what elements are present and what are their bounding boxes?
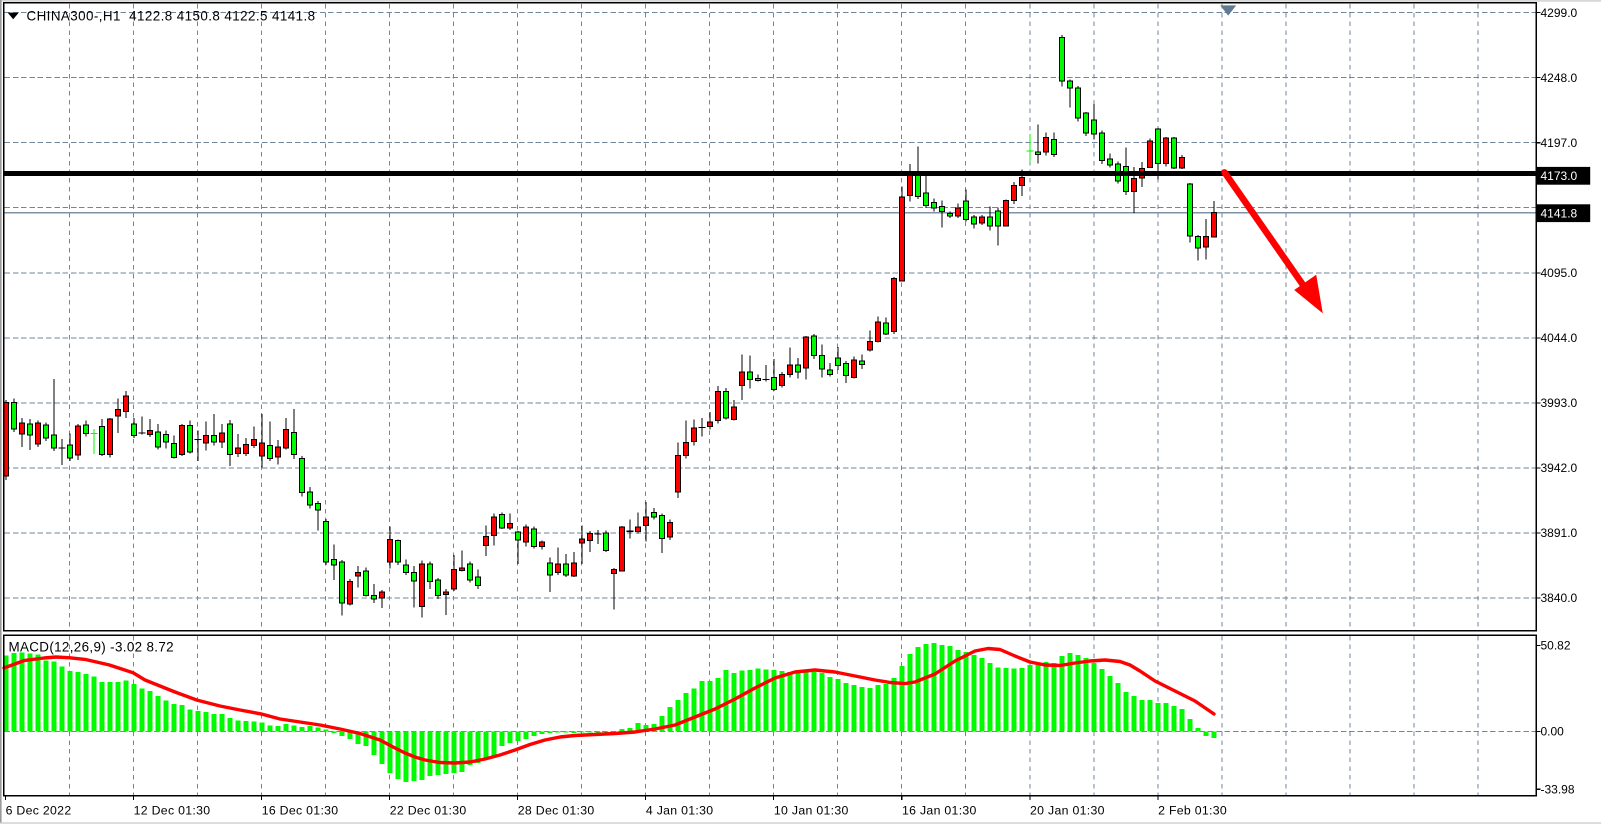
svg-text:3840.0: 3840.0 xyxy=(1541,591,1578,605)
svg-text:4197.0: 4197.0 xyxy=(1541,136,1578,150)
svg-text:3891.0: 3891.0 xyxy=(1541,526,1578,540)
svg-text:3993.0: 3993.0 xyxy=(1541,396,1578,410)
svg-text:16 Dec 01:30: 16 Dec 01:30 xyxy=(262,804,339,818)
svg-text:10 Jan 01:30: 10 Jan 01:30 xyxy=(774,804,849,818)
svg-text:2 Feb 01:30: 2 Feb 01:30 xyxy=(1158,804,1227,818)
svg-text:12 Dec 01:30: 12 Dec 01:30 xyxy=(134,804,211,818)
svg-text:22 Dec 01:30: 22 Dec 01:30 xyxy=(390,804,467,818)
svg-text:MACD(12,26,9) -3.02 8.72: MACD(12,26,9) -3.02 8.72 xyxy=(9,640,174,655)
svg-text:4173.0: 4173.0 xyxy=(1541,169,1578,183)
svg-text:28 Dec 01:30: 28 Dec 01:30 xyxy=(518,804,595,818)
svg-text:20 Jan 01:30: 20 Jan 01:30 xyxy=(1030,804,1105,818)
svg-text:CHINA300-,H1 4122.8 4150.8 41: CHINA300-,H1 4122.8 4150.8 4122.5 4141.8 xyxy=(27,9,316,24)
svg-text:6 Dec 2022: 6 Dec 2022 xyxy=(6,804,72,818)
svg-text:50.82: 50.82 xyxy=(1541,639,1571,653)
svg-text:0.00: 0.00 xyxy=(1541,725,1565,739)
svg-text:4248.0: 4248.0 xyxy=(1541,71,1578,85)
svg-text:16 Jan 01:30: 16 Jan 01:30 xyxy=(902,804,977,818)
svg-text:-33.98: -33.98 xyxy=(1541,782,1575,796)
svg-text:3942.0: 3942.0 xyxy=(1541,461,1578,475)
svg-text:4 Jan 01:30: 4 Jan 01:30 xyxy=(646,804,714,818)
svg-text:4299.0: 4299.0 xyxy=(1541,6,1578,20)
svg-text:4044.0: 4044.0 xyxy=(1541,331,1578,345)
svg-text:4095.0: 4095.0 xyxy=(1541,266,1578,280)
svg-text:4141.8: 4141.8 xyxy=(1541,206,1578,220)
